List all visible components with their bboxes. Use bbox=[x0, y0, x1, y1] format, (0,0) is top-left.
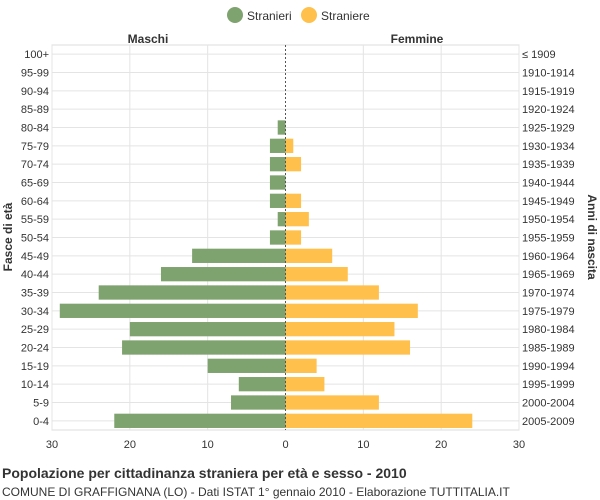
birth-year-label: 1910-1914 bbox=[522, 68, 575, 80]
birth-year-label: 1965-1969 bbox=[522, 269, 575, 281]
bar-stranieri bbox=[98, 285, 286, 300]
legend-label-stranieri: Stranieri bbox=[247, 9, 292, 23]
bar-stranieri bbox=[160, 267, 286, 282]
bar-straniere bbox=[285, 285, 379, 300]
age-group-label: 70-74 bbox=[21, 159, 49, 171]
y-axis-title-left: Fasce di età bbox=[1, 202, 15, 271]
age-group-label: 0-4 bbox=[33, 416, 49, 428]
legend-swatch-stranieri bbox=[227, 7, 243, 23]
birth-year-label: 1985-1989 bbox=[522, 343, 575, 355]
age-group-label: 35-39 bbox=[21, 288, 49, 300]
birth-year-label: 2005-2009 bbox=[522, 416, 575, 428]
bar-straniere bbox=[285, 230, 302, 245]
header-femmine: Femmine bbox=[391, 32, 444, 46]
birth-year-label: 1980-1984 bbox=[522, 324, 575, 336]
birth-year-label: 1925-1929 bbox=[522, 123, 575, 135]
bar-straniere bbox=[285, 157, 302, 172]
bar-straniere bbox=[285, 303, 418, 318]
bar-stranieri bbox=[59, 303, 286, 318]
birth-year-label: ≤ 1909 bbox=[522, 49, 556, 61]
chart-subtitle: COMUNE DI GRAFFIGNANA (LO) - Dati ISTAT … bbox=[2, 485, 510, 499]
bar-straniere bbox=[285, 358, 317, 373]
age-group-label: 20-24 bbox=[21, 343, 49, 355]
legend: Stranieri Straniere bbox=[227, 7, 370, 23]
legend-label-straniere: Straniere bbox=[321, 9, 370, 23]
x-tick-label: 20 bbox=[124, 439, 136, 451]
age-group-label: 55-59 bbox=[21, 214, 49, 226]
y-axis-title-right: Anni di nascita bbox=[585, 194, 599, 280]
x-tick-label: 10 bbox=[202, 439, 214, 451]
bar-stranieri bbox=[269, 193, 286, 208]
bar-straniere bbox=[285, 212, 309, 227]
birth-year-label: 1960-1964 bbox=[522, 251, 575, 263]
population-pyramid-chart: 100+ 95-99 90-94 85-89 80-84 75-79 70-74 65-69 6… bbox=[1, 7, 599, 451]
bar-stranieri bbox=[207, 358, 286, 373]
age-group-label: 90-94 bbox=[21, 86, 49, 98]
bar-straniere bbox=[285, 248, 333, 263]
bars bbox=[59, 120, 473, 428]
birth-year-label: 1955-1959 bbox=[522, 233, 575, 245]
header-maschi: Maschi bbox=[128, 32, 169, 46]
age-group-label: 15-19 bbox=[21, 361, 49, 373]
age-group-label: 30-34 bbox=[21, 306, 49, 318]
birth-year-label: 1915-1919 bbox=[522, 86, 575, 98]
birth-year-label: 1940-1944 bbox=[522, 178, 575, 190]
bar-stranieri bbox=[277, 120, 286, 135]
age-group-label: 50-54 bbox=[21, 233, 49, 245]
birth-year-labels: ≤ 1909 1910-1914 1915-1919 1920-1924 1925-19… bbox=[522, 49, 575, 428]
birth-year-label: 1935-1939 bbox=[522, 159, 575, 171]
bar-stranieri bbox=[269, 230, 286, 245]
x-tick-label: 20 bbox=[435, 439, 447, 451]
x-tick-label: 30 bbox=[46, 439, 58, 451]
birth-year-label: 1975-1979 bbox=[522, 306, 575, 318]
x-tick-label: 0 bbox=[282, 439, 288, 451]
bar-stranieri bbox=[277, 212, 286, 227]
bar-straniere bbox=[285, 377, 325, 392]
bar-stranieri bbox=[238, 377, 286, 392]
age-group-label: 45-49 bbox=[21, 251, 49, 263]
bar-stranieri bbox=[269, 157, 286, 172]
age-group-label: 60-64 bbox=[21, 196, 49, 208]
bar-straniere bbox=[285, 395, 379, 410]
bar-stranieri bbox=[114, 413, 286, 428]
birth-year-label: 1995-1999 bbox=[522, 379, 575, 391]
bar-straniere bbox=[285, 138, 294, 153]
x-tick-label: 10 bbox=[357, 439, 369, 451]
bar-stranieri bbox=[269, 138, 286, 153]
bar-stranieri bbox=[192, 248, 286, 263]
age-group-labels: 100+ 95-99 90-94 85-89 80-84 75-79 70-74 65-69 6… bbox=[21, 49, 49, 428]
age-group-label: 95-99 bbox=[21, 68, 49, 80]
age-group-label: 75-79 bbox=[21, 141, 49, 153]
bar-stranieri bbox=[129, 322, 286, 337]
age-group-label: 25-29 bbox=[21, 324, 49, 336]
bar-stranieri bbox=[231, 395, 286, 410]
chart-title: Popolazione per cittadinanza straniera p… bbox=[2, 465, 407, 481]
bar-straniere bbox=[285, 340, 411, 355]
birth-year-label: 1920-1924 bbox=[522, 104, 575, 116]
age-group-label: 100+ bbox=[24, 49, 49, 61]
bar-straniere bbox=[285, 193, 302, 208]
age-group-label: 5-9 bbox=[33, 398, 49, 410]
age-group-label: 85-89 bbox=[21, 104, 49, 116]
bar-stranieri bbox=[269, 175, 286, 190]
birth-year-label: 1945-1949 bbox=[522, 196, 575, 208]
bar-straniere bbox=[285, 413, 473, 428]
bar-straniere bbox=[285, 322, 395, 337]
age-group-label: 40-44 bbox=[21, 269, 49, 281]
birth-year-label: 1930-1934 bbox=[522, 141, 575, 153]
birth-year-label: 1950-1954 bbox=[522, 214, 575, 226]
x-tick-labels: 30 20 10 0 10 20 30 bbox=[46, 439, 525, 451]
bar-straniere bbox=[285, 267, 348, 282]
birth-year-label: 2000-2004 bbox=[522, 398, 575, 410]
bar-stranieri bbox=[122, 340, 286, 355]
birth-year-label: 1970-1974 bbox=[522, 288, 575, 300]
x-tick-label: 30 bbox=[513, 439, 525, 451]
legend-swatch-straniere bbox=[301, 7, 317, 23]
age-group-label: 65-69 bbox=[21, 178, 49, 190]
birth-year-label: 1990-1994 bbox=[522, 361, 575, 373]
age-group-label: 80-84 bbox=[21, 123, 49, 135]
age-group-label: 10-14 bbox=[21, 379, 49, 391]
